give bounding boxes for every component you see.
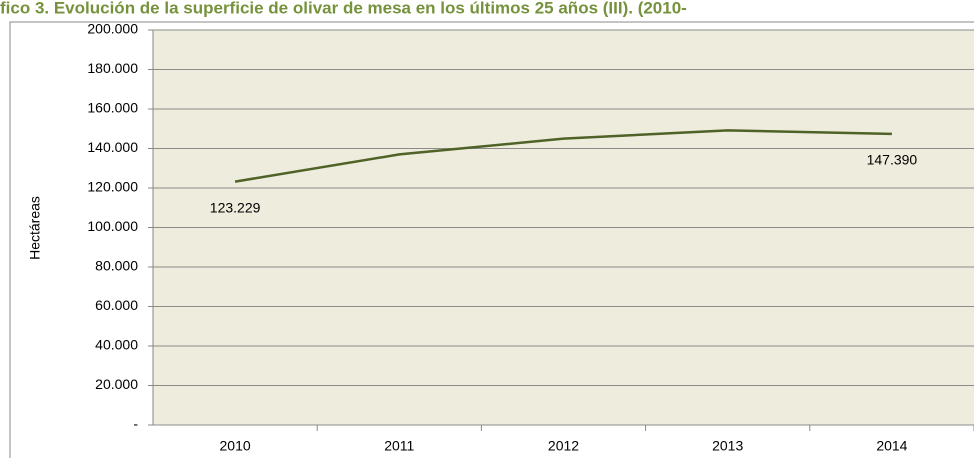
- y-tick-label: 180.000: [87, 60, 138, 76]
- y-tick-label: 20.000: [95, 376, 138, 392]
- x-tick-label: 2014: [876, 438, 907, 454]
- x-tick-label: 2010: [220, 438, 251, 454]
- data-label: 123.229: [210, 199, 261, 215]
- y-tick-label: 160.000: [87, 100, 138, 116]
- x-tick-label: 2012: [548, 438, 579, 454]
- y-tick-label: 140.000: [87, 139, 138, 155]
- y-tick-label: 80.000: [95, 258, 138, 274]
- chart-title: fico 3. Evolución de la superficie de ol…: [0, 0, 687, 17]
- y-axis-label: Hectáreas: [27, 196, 43, 260]
- y-tick-label: -: [133, 416, 138, 432]
- data-label: 147.390: [867, 152, 918, 168]
- x-tick-label: 2013: [712, 438, 743, 454]
- line-series: [234, 129, 892, 183]
- x-tick-label: 2011: [384, 438, 414, 454]
- y-tick-label: 40.000: [95, 337, 138, 353]
- y-tick-label: 120.000: [87, 179, 138, 195]
- y-tick-label: 200.000: [87, 21, 138, 37]
- y-tick-label: 100.000: [87, 218, 138, 234]
- y-tick-label: 60.000: [95, 297, 138, 313]
